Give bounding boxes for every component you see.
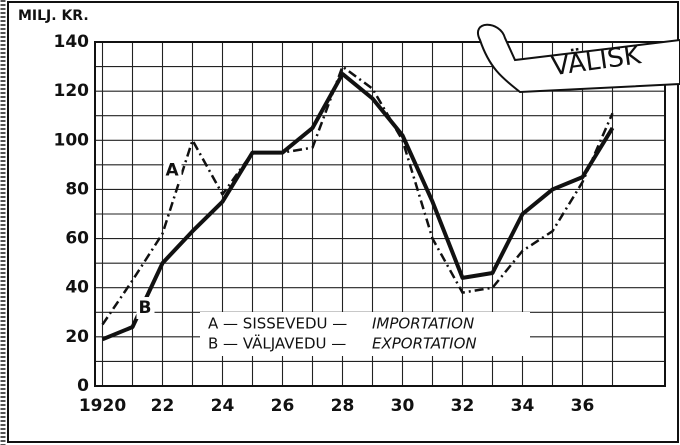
legend: A — SISSEVEDU — IMPORTATION B — VÄLJAVED… (200, 312, 530, 356)
x-tick-label: 26 (271, 396, 295, 416)
x-tick-label: 34 (511, 396, 535, 416)
x-tick-label: 1920 (79, 396, 126, 416)
x-tick-label: 28 (331, 396, 355, 416)
chart: MILJ. KR. 0 20 40 60 80 100 120 140 1920 22 24 26 28… (0, 0, 680, 445)
legend-label: A — SISSEVEDU — (208, 315, 347, 333)
y-tick-label: 40 (65, 278, 89, 298)
y-tick-label: 60 (65, 229, 89, 249)
y-axis-label: MILJ. KR. (18, 8, 89, 24)
y-tick-label: 100 (54, 130, 90, 150)
y-tick-label: 140 (54, 32, 90, 52)
y-tick-label: 0 (77, 376, 89, 396)
x-tick-label: 22 (151, 396, 175, 416)
x-tick-label: 36 (571, 396, 595, 416)
legend-label-en: EXPORTATION (372, 335, 477, 353)
x-tick-label: 30 (391, 396, 415, 416)
x-tick-label: 24 (211, 396, 235, 416)
line-tag: A (166, 160, 180, 180)
legend-label-en: IMPORTATION (372, 315, 474, 333)
x-tick-label: 32 (451, 396, 475, 416)
y-tick-label: 80 (65, 179, 89, 199)
legend-label: B — VÄLJAVEDU — (208, 334, 346, 353)
y-tick-label: 20 (65, 327, 89, 347)
line-tag: B (139, 298, 152, 318)
y-tick-label: 120 (54, 81, 90, 101)
